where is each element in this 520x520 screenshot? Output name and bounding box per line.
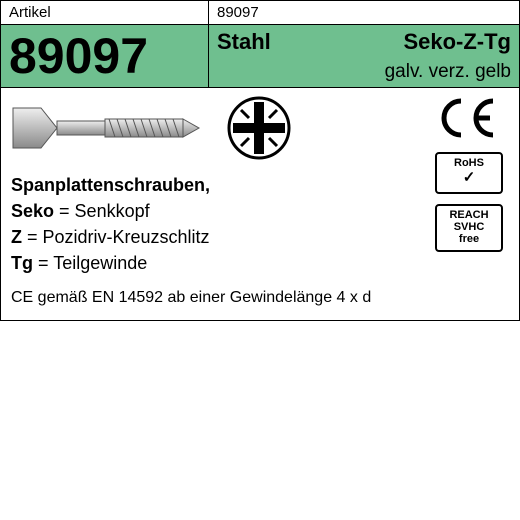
header-col-article-label: Artikel [1, 1, 209, 24]
rohs-badge: RoHS ✓ [435, 152, 503, 194]
pozidriv-drive-icon [227, 96, 291, 160]
illustration [11, 96, 409, 160]
screw-icon [11, 102, 201, 154]
def-line-3: Tg = Teilgewinde [11, 250, 409, 276]
def-line-2: Z = Pozidriv-Kreuzschlitz [11, 224, 409, 250]
finish: galv. verz. gelb [217, 61, 511, 87]
badge-column: RoHS ✓ REACH SVHC free [419, 88, 519, 320]
def-line-1: Seko = Senkkopf [11, 198, 409, 224]
description: Spanplattenschrauben, Seko = Senkkopf Z … [11, 172, 409, 310]
spec-band: 89097 Stahl Seko-Z-Tg galv. verz. gelb [1, 25, 519, 88]
type-code: Seko-Z-Tg [403, 29, 511, 55]
description-title: Spanplattenschrauben, [11, 172, 409, 198]
ce-note: CE gemäß EN 14592 ab einer Gewindelänge … [11, 286, 409, 309]
article-number: 89097 [1, 25, 209, 87]
check-icon: ✓ [439, 170, 499, 187]
reach-badge: REACH SVHC free [435, 204, 503, 252]
material: Stahl [217, 29, 271, 55]
header-row: Artikel 89097 [1, 1, 519, 25]
ce-badge [435, 94, 503, 142]
header-col-article-value: 89097 [209, 1, 519, 24]
